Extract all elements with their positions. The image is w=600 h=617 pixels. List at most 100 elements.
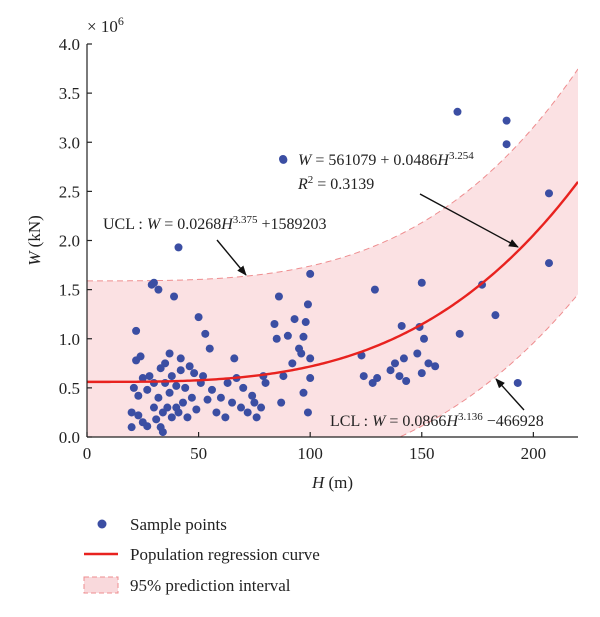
sample-point (143, 422, 152, 431)
sample-point (417, 278, 426, 287)
sample-point (502, 140, 511, 149)
sample-point (290, 315, 299, 324)
sample-point (192, 405, 201, 414)
sample-point (143, 385, 152, 394)
sample-point (544, 259, 553, 268)
sample-point (453, 107, 462, 116)
sample-point (257, 403, 266, 412)
sample-point (250, 398, 259, 407)
sample-point (149, 378, 158, 387)
sample-point (176, 354, 185, 363)
sample-point (181, 383, 190, 392)
sample-point (149, 278, 158, 287)
legend-band-icon (83, 576, 119, 594)
r-squared-label: R2 = 0.3139 (297, 174, 374, 193)
sample-point (172, 381, 181, 390)
y-tick-label: 4.0 (59, 35, 80, 54)
axes: 0.0 0.5 1.0 1.5 2.0 2.5 3.0 3.5 4.0 0 50 100 150 200 ×… (25, 14, 578, 492)
sample-point (163, 403, 172, 412)
y-axis-label: W (kN) (25, 215, 44, 266)
sample-point (223, 378, 232, 387)
sample-point (243, 408, 252, 417)
sample-point (132, 326, 141, 335)
sample-point (201, 329, 210, 338)
sample-point (274, 292, 283, 301)
sample-point (299, 332, 308, 341)
x-tick-label: 100 (297, 444, 323, 463)
sample-point (239, 383, 248, 392)
sample-point (174, 408, 183, 417)
sample-point (502, 116, 511, 125)
sample-point (297, 349, 306, 358)
lcl-curve (398, 293, 578, 437)
sample-point (303, 408, 312, 417)
legend-label: Population regression curve (130, 545, 320, 564)
sample-point (203, 395, 212, 404)
y-tick-label: 2.0 (59, 232, 80, 251)
sample-point (154, 393, 163, 402)
sample-point (306, 374, 315, 383)
plot-area (87, 68, 578, 437)
x-axis-label: H (m) (311, 473, 353, 492)
sample-point (138, 374, 147, 383)
sample-point (413, 349, 422, 358)
regression-equation-label: W = 561079 + 0.0486H3.254 (298, 150, 474, 169)
y-tick-label: 3.0 (59, 133, 80, 152)
legend-item: Population regression curve (84, 545, 320, 564)
y-tick-label: 1.5 (59, 281, 80, 300)
sample-point (136, 352, 145, 361)
sample-point (216, 393, 225, 402)
sample-point (167, 372, 176, 381)
y-tick-label: 2.5 (59, 182, 80, 201)
sample-point (248, 391, 257, 400)
annotations: W = 561079 + 0.0486H3.254 R2 = 0.3139 UCL … (103, 150, 544, 430)
sample-point (424, 359, 433, 368)
sample-point (149, 403, 158, 412)
sample-point (127, 423, 136, 432)
sample-point (491, 311, 500, 320)
sample-point (194, 313, 203, 322)
sample-point (513, 378, 522, 387)
sample-point (199, 372, 208, 381)
sample-point (165, 388, 174, 397)
sample-point (397, 321, 406, 330)
y-tick-label: 0.5 (59, 379, 80, 398)
sample-point (402, 376, 411, 385)
sample-point (134, 391, 143, 400)
regression-arrow (419, 193, 519, 248)
sample-point (205, 344, 214, 353)
sample-point (176, 366, 185, 375)
sample-point (306, 269, 315, 278)
sample-point (420, 334, 429, 343)
sample-point (183, 413, 192, 422)
sample-point (272, 334, 281, 343)
sample-point (145, 372, 154, 381)
sample-point (283, 331, 292, 340)
sample-point (455, 329, 464, 338)
sample-point (261, 378, 270, 387)
legend-item: Sample points (97, 515, 227, 534)
sample-point (370, 285, 379, 294)
ucl-curve (87, 68, 578, 282)
sample-point (288, 359, 297, 368)
x-tick-label: 200 (521, 444, 547, 463)
sample-point (129, 383, 138, 392)
sample-point (303, 300, 312, 309)
sample-point (170, 292, 179, 301)
y-tick-label: 3.5 (59, 84, 80, 103)
sample-point (373, 374, 382, 383)
sample-point (134, 411, 143, 420)
regression-curve (87, 181, 578, 384)
sample-point (270, 320, 279, 329)
sample-point (230, 354, 239, 363)
sample-point (207, 385, 216, 394)
sample-point (178, 398, 187, 407)
legend-label: 95% prediction interval (130, 576, 291, 595)
lcl-arrow (495, 378, 525, 411)
x-tick-label: 50 (190, 444, 207, 463)
sample-point (386, 366, 395, 375)
x-tick-label: 0 (83, 444, 92, 463)
sample-point (165, 349, 174, 358)
sample-point (395, 372, 404, 381)
sample-point (167, 413, 176, 422)
